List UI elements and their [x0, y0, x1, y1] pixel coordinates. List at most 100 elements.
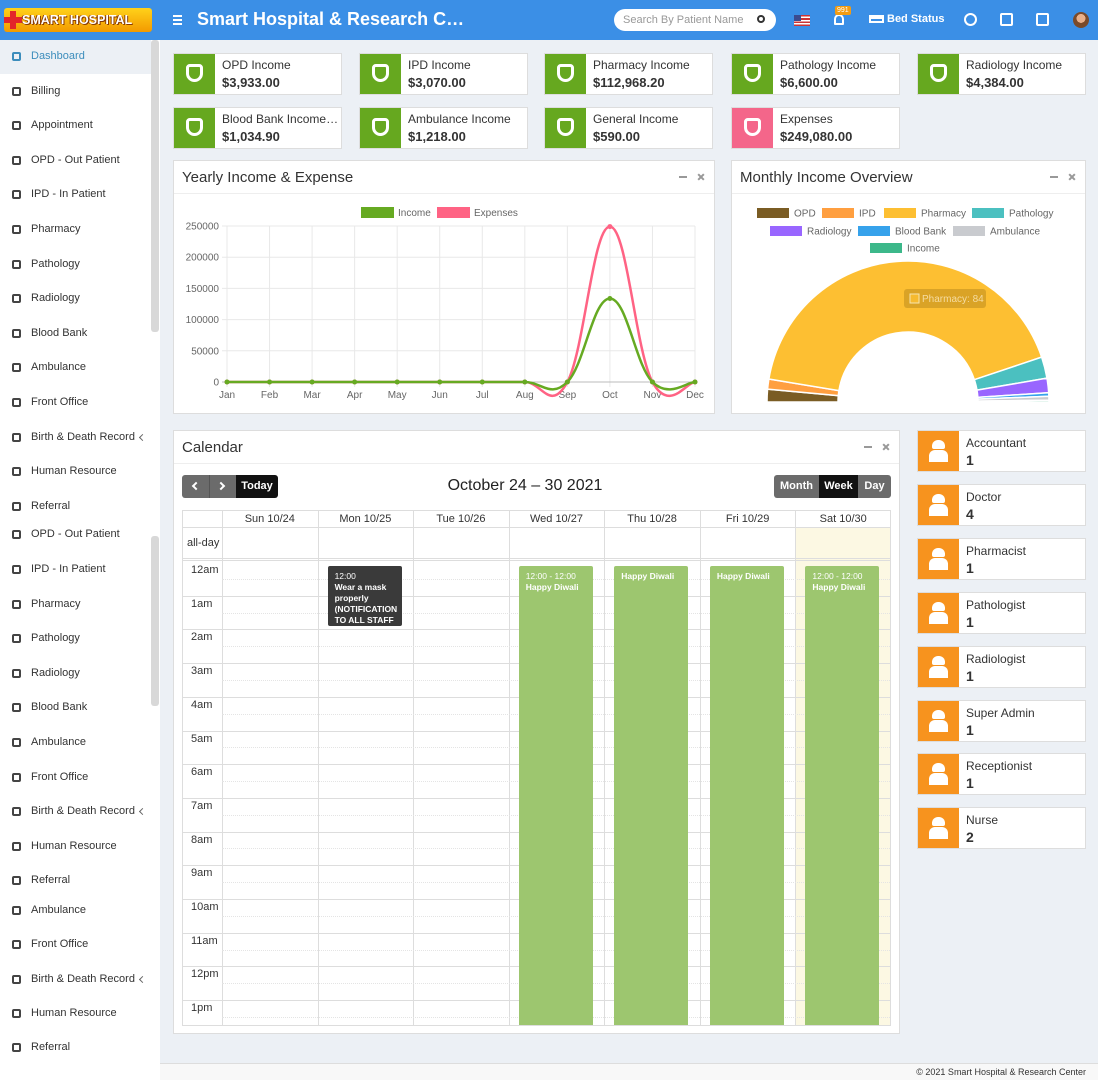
- calendar-event[interactable]: Happy Diwali: [614, 566, 689, 1025]
- staff-role: Nurse: [966, 813, 999, 828]
- menu-label: Dashboard: [31, 50, 85, 62]
- menu-item[interactable]: Ambulance: [0, 351, 151, 385]
- menu-item[interactable]: Blood Bank: [0, 691, 151, 725]
- bed-status[interactable]: Bed Status: [887, 13, 945, 25]
- menu-item[interactable]: Front Office: [0, 928, 151, 962]
- x-tick-label: May: [388, 390, 407, 401]
- close-button[interactable]: [1068, 170, 1076, 183]
- menu-item[interactable]: Human Resource: [0, 455, 151, 489]
- menu-toggle[interactable]: [173, 23, 182, 25]
- close-button[interactable]: [697, 170, 705, 183]
- card-label: Radiology Income: [966, 58, 1063, 72]
- menu-toggle[interactable]: [173, 19, 182, 21]
- staff-icon: [918, 754, 959, 795]
- view-button[interactable]: Week: [819, 475, 858, 498]
- day-divider: [699, 511, 701, 1025]
- menu-item[interactable]: Birth & Death Record: [0, 795, 151, 829]
- day-divider: [795, 511, 797, 1025]
- staff-role: Super Admin: [966, 705, 1035, 720]
- menu-label: Ambulance: [31, 361, 87, 374]
- staff-glyph-body: [929, 450, 948, 462]
- staff-glyph-head: [932, 817, 945, 827]
- menu-label: Human Resource: [31, 465, 117, 478]
- menu-item[interactable]: Pathology: [0, 248, 151, 282]
- header-icon[interactable]: [1036, 13, 1049, 26]
- series-line: [227, 297, 696, 391]
- day-divider: [222, 511, 223, 1025]
- menu-item[interactable]: IPD - In Patient: [0, 178, 151, 212]
- doughnut-slice: [977, 399, 1050, 403]
- menu-item[interactable]: Referral: [0, 1031, 151, 1065]
- next-button[interactable]: [209, 475, 236, 498]
- menu-item[interactable]: Dashboard: [0, 40, 151, 74]
- card-glyph: [372, 118, 389, 136]
- day-header: Wed 10/27: [529, 513, 583, 525]
- menu-item[interactable]: Radiology: [0, 657, 151, 691]
- staff-card: Doctor 4: [917, 483, 1086, 526]
- menu-item[interactable]: OPD - Out Patient: [0, 144, 151, 178]
- menu-label: Radiology: [31, 666, 80, 679]
- calendar-event[interactable]: 12:00 - 12:00 Happy Diwali: [518, 566, 593, 1025]
- search-box[interactable]: Search By Patient Name: [614, 9, 776, 31]
- view-button[interactable]: Month: [774, 475, 819, 498]
- menu-label: Birth & Death Record: [31, 430, 135, 443]
- menu-item[interactable]: Billing: [0, 75, 151, 109]
- menu-item[interactable]: IPD - In Patient: [0, 553, 151, 587]
- bell[interactable]: [834, 14, 844, 25]
- menu-icon: [12, 1043, 21, 1053]
- legend-swatch: [972, 208, 1004, 218]
- menu-item[interactable]: Referral: [0, 864, 151, 898]
- data-point: [607, 296, 613, 302]
- menu-item[interactable]: Pharmacy: [0, 213, 151, 247]
- view-button[interactable]: Day: [858, 475, 891, 498]
- prev-button[interactable]: [182, 475, 209, 498]
- menu-item[interactable]: Ambulance: [0, 726, 151, 760]
- menu-item[interactable]: OPD - Out Patient: [0, 518, 151, 552]
- staff-role: Accountant: [966, 436, 1027, 450]
- menu-icon: [12, 363, 21, 373]
- logo[interactable]: SMART HOSPITAL: [4, 8, 152, 32]
- menu-item[interactable]: Pharmacy: [0, 588, 151, 622]
- menu-item[interactable]: Front Office: [0, 761, 151, 795]
- menu-item[interactable]: Appointment: [0, 109, 151, 143]
- collapse-button[interactable]: [864, 446, 872, 448]
- hour-label: 7am: [191, 799, 213, 812]
- menu-item[interactable]: Birth & Death Record: [0, 963, 151, 997]
- card-icon: [545, 108, 586, 148]
- menu-item[interactable]: Human Resource: [0, 830, 151, 864]
- calendar-event[interactable]: 12:00 - 12:00 Happy Diwali: [805, 566, 880, 1025]
- menu-item[interactable]: Birth & Death Record: [0, 421, 151, 455]
- menu-item[interactable]: Front Office: [0, 386, 151, 420]
- today-button[interactable]: Today: [236, 475, 278, 498]
- panel-header-border: [732, 193, 1085, 194]
- header-icon[interactable]: [1000, 13, 1013, 26]
- panel-header-border: [174, 193, 714, 194]
- menu-item[interactable]: Pathology: [0, 622, 151, 656]
- collapse-button[interactable]: [1050, 176, 1058, 178]
- income-card: Ambulance Income $1,218.00: [359, 107, 528, 149]
- menu-item[interactable]: Radiology: [0, 282, 151, 316]
- legend-swatch: [361, 207, 394, 218]
- menu-label: Ambulance: [31, 736, 87, 748]
- event-title: Happy Diwali: [621, 571, 675, 581]
- menu-label: IPD - In Patient: [31, 188, 106, 201]
- menu-item[interactable]: Referral: [0, 490, 151, 524]
- close-button[interactable]: [882, 440, 890, 453]
- calendar-event[interactable]: Happy Diwali: [709, 566, 784, 1025]
- menu-item[interactable]: Human Resource: [0, 997, 151, 1031]
- collapse-button[interactable]: [679, 176, 687, 178]
- menu-item[interactable]: Blood Bank: [0, 317, 151, 351]
- staff-glyph-body: [929, 719, 948, 732]
- logo-cross-h: [4, 17, 22, 23]
- staff-card: Radiologist 1: [917, 645, 1086, 688]
- staff-glyph-body: [929, 827, 948, 840]
- menu-toggle[interactable]: [173, 15, 182, 17]
- menu-item[interactable]: Ambulance: [0, 894, 151, 928]
- legend-label: Expenses: [474, 208, 518, 219]
- header-icon[interactable]: [964, 13, 977, 26]
- calendar-event[interactable]: 12:00 Wear a mask properly (NOTIFICATION …: [327, 566, 402, 626]
- income-card: General Income $590.00: [544, 107, 713, 149]
- avatar[interactable]: [1073, 12, 1089, 28]
- staff-count: 1: [966, 775, 974, 792]
- card-value: $4,384.00: [966, 75, 1024, 90]
